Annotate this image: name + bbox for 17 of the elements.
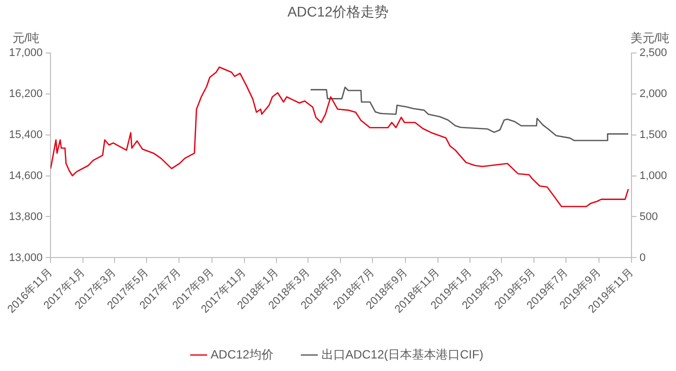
y2-tick-label: 2,000 — [639, 88, 668, 100]
y2-tick-label: 1,000 — [639, 170, 668, 182]
y-tick-label: 13,800 — [8, 210, 43, 223]
legend-label: 出口ADC12(日本基本港口CIF) — [321, 347, 484, 362]
y-axis-title: 元/吨 — [12, 31, 40, 46]
y-tick-label: 13,000 — [8, 252, 43, 264]
y2-tick-label: 2,500 — [639, 46, 668, 59]
chart-title: ADC12价格走势 — [287, 3, 389, 20]
legend-label: ADC12均价 — [210, 347, 274, 362]
y-tick-label: 14,600 — [8, 170, 43, 182]
y2-axis-title: 美元/吨 — [630, 31, 670, 46]
y-tick-label: 16,200 — [8, 88, 43, 100]
y2-tick-label: 1,500 — [639, 128, 668, 141]
y-tick-label: 15,400 — [8, 128, 43, 141]
y2-tick-label: 500 — [639, 210, 658, 223]
y-tick-label: 17,000 — [8, 46, 43, 59]
y2-tick-label: 0 — [639, 252, 646, 264]
